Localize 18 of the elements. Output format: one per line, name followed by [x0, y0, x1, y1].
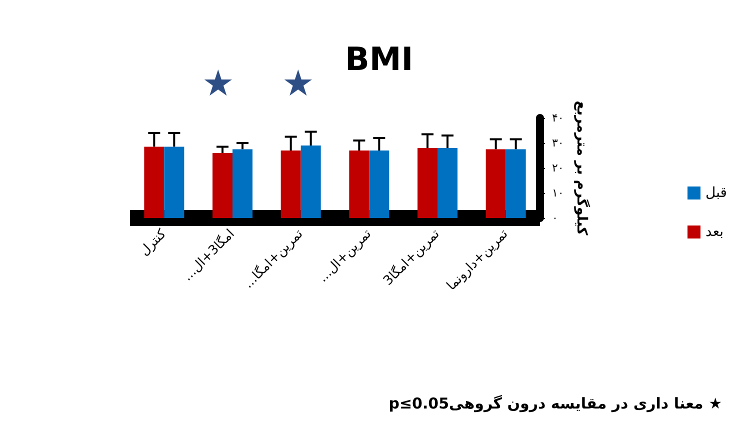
- y-axis-title: کیلوگرم بر مترمربع: [574, 100, 591, 236]
- x-tick-label: تمرین+امگا3: [380, 226, 444, 289]
- x-tick-label: امگا3+ال...: [180, 226, 238, 284]
- text: ★ معنا داری در مقایسه درون گروهیp≤0.05: [388, 394, 722, 412]
- chart-title: BMI: [345, 40, 414, 78]
- text: ★: [202, 64, 234, 104]
- y-tick-label: ۴۰: [552, 112, 564, 124]
- x-tick-label: کنترل: [137, 226, 170, 259]
- legend-label: بعد: [705, 224, 724, 240]
- x-tick-label: تمرین+دارونما: [444, 226, 512, 294]
- text: ★: [282, 64, 314, 104]
- y-tick-label: ۰: [552, 212, 558, 224]
- y-tick-label: ۱۰: [552, 186, 564, 200]
- y-tick-label: ۲۰: [552, 162, 564, 174]
- y-tick-label: ۳۰: [552, 136, 564, 150]
- x-tick-label: تمرین+ال...: [316, 226, 375, 286]
- x-tick-label: تمرین+امگا...: [240, 226, 306, 292]
- legend-label: قبل: [705, 185, 728, 201]
